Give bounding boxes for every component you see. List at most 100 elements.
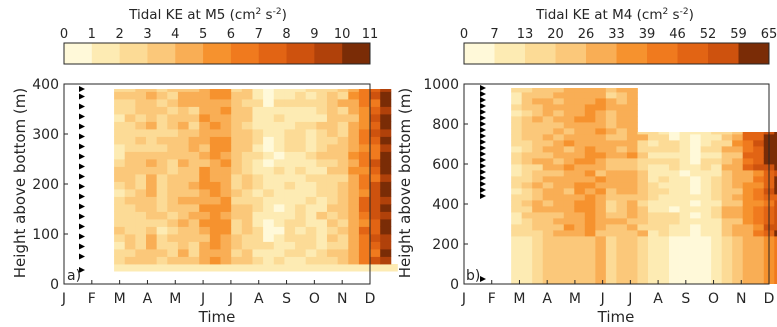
- heatmap-cell: [574, 104, 586, 111]
- heatmap-cell: [380, 174, 392, 182]
- x-tick-label: M: [513, 291, 525, 307]
- instrument-marker: [480, 115, 486, 121]
- heatmap-cell: [273, 241, 285, 250]
- heatmap-cell: [732, 188, 744, 195]
- heatmap-cell: [553, 176, 565, 183]
- heatmap-cell: [177, 106, 189, 115]
- heatmap-cell: [563, 88, 575, 93]
- heatmap-cell: [252, 121, 264, 130]
- heatmap-cell: [553, 98, 565, 105]
- heatmap-cell: [295, 219, 307, 227]
- heatmap-cell: [658, 236, 670, 284]
- heatmap-cell: [231, 114, 243, 122]
- x-tick-label: A: [542, 291, 552, 307]
- colorbar-tick-label: 2: [115, 27, 123, 42]
- heatmap-cell: [348, 204, 360, 212]
- heatmap-cell: [380, 249, 392, 257]
- heatmap-cell: [337, 249, 349, 257]
- heatmap-cell: [616, 110, 628, 117]
- heatmap-cell: [574, 170, 586, 177]
- heatmap-cell: [553, 158, 565, 165]
- heatmap-cell: [295, 166, 307, 175]
- heatmap-cell: [337, 241, 349, 250]
- heatmap-cell: [637, 158, 649, 165]
- heatmap-cell: [574, 152, 586, 159]
- heatmap-cell: [690, 182, 702, 189]
- heatmap-cell: [188, 106, 200, 115]
- heatmap-cell: [380, 99, 392, 107]
- heatmap-cell: [188, 136, 200, 145]
- heatmap-cell: [188, 166, 200, 175]
- colorbar-a: [64, 43, 371, 64]
- heatmap-cell: [231, 166, 243, 175]
- heatmap-cell: [584, 88, 596, 93]
- heatmap-cell: [679, 176, 691, 183]
- heatmap-cell: [114, 181, 126, 190]
- heatmap-cell: [241, 159, 253, 167]
- heatmap-cell: [220, 151, 232, 160]
- heatmap-cell: [209, 226, 221, 235]
- heatmap-cell: [595, 194, 607, 201]
- heatmap-cell: [380, 234, 392, 242]
- heatmap-cell: [114, 204, 126, 212]
- heatmap-cell: [167, 151, 179, 160]
- heatmap-cell: [742, 170, 754, 177]
- heatmap-cell: [553, 230, 565, 237]
- heatmap-cell: [231, 211, 243, 220]
- heatmap-cell: [542, 176, 554, 183]
- heatmap-cell: [241, 121, 253, 130]
- heatmap-cell: [124, 144, 136, 152]
- heatmap-cell: [252, 136, 264, 145]
- heatmap-cell: [700, 212, 712, 219]
- heatmap-cell: [124, 114, 136, 122]
- heatmap-cell: [521, 176, 533, 183]
- heatmap-cell: [637, 182, 649, 189]
- heatmap-cell: [369, 121, 381, 130]
- heatmap-cell: [135, 234, 147, 242]
- heatmap-cell: [231, 196, 243, 205]
- heatmap-cell: [605, 134, 617, 141]
- heatmap-cell: [135, 189, 147, 197]
- heatmap-cell: [669, 132, 680, 135]
- heatmap-cell: [348, 91, 360, 100]
- heatmap-cell: [209, 121, 221, 130]
- heatmap-cell: [263, 91, 275, 100]
- heatmap-cell: [563, 128, 575, 135]
- heatmap-cell: [167, 114, 179, 122]
- heatmap-cell: [124, 121, 136, 130]
- heatmap-cell: [563, 200, 575, 207]
- heatmap-cell: [220, 181, 232, 190]
- heatmap-cell: [188, 89, 200, 92]
- heatmap-cell: [574, 140, 586, 147]
- heatmap-cell: [241, 144, 253, 152]
- heatmap-cell: [605, 182, 617, 189]
- heatmap-cell: [753, 152, 765, 159]
- heatmap-cell: [209, 256, 221, 265]
- heatmap-cell: [167, 91, 179, 100]
- heatmap-cell: [326, 99, 339, 107]
- heatmap-cell: [774, 158, 777, 165]
- heatmap-cell: [188, 234, 200, 242]
- heatmap-cell: [732, 134, 744, 141]
- heatmap-cell: [511, 158, 523, 165]
- heatmap-cell: [273, 159, 285, 167]
- heatmap-cell: [146, 136, 158, 145]
- heatmap-cell: [605, 140, 617, 147]
- heatmap-cell: [348, 211, 360, 220]
- heatmap-cell: [156, 144, 168, 152]
- heatmap-cell: [124, 99, 136, 107]
- heatmap-cell: [273, 106, 285, 115]
- heatmap-cell: [532, 188, 544, 195]
- heatmap-cell: [511, 188, 523, 195]
- heatmap-cell: [231, 249, 243, 257]
- colorbar-swatch: [91, 43, 121, 64]
- heatmap-cell: [690, 236, 702, 284]
- heatmap-cell: [616, 146, 628, 153]
- heatmap-cell: [177, 204, 189, 212]
- heatmap-cell: [199, 151, 211, 160]
- heatmap-cell: [679, 152, 691, 159]
- heatmap-cell: [542, 182, 554, 189]
- heatmap-cell: [721, 224, 733, 231]
- heatmap-cell: [647, 194, 659, 201]
- heatmap-cell: [532, 218, 544, 225]
